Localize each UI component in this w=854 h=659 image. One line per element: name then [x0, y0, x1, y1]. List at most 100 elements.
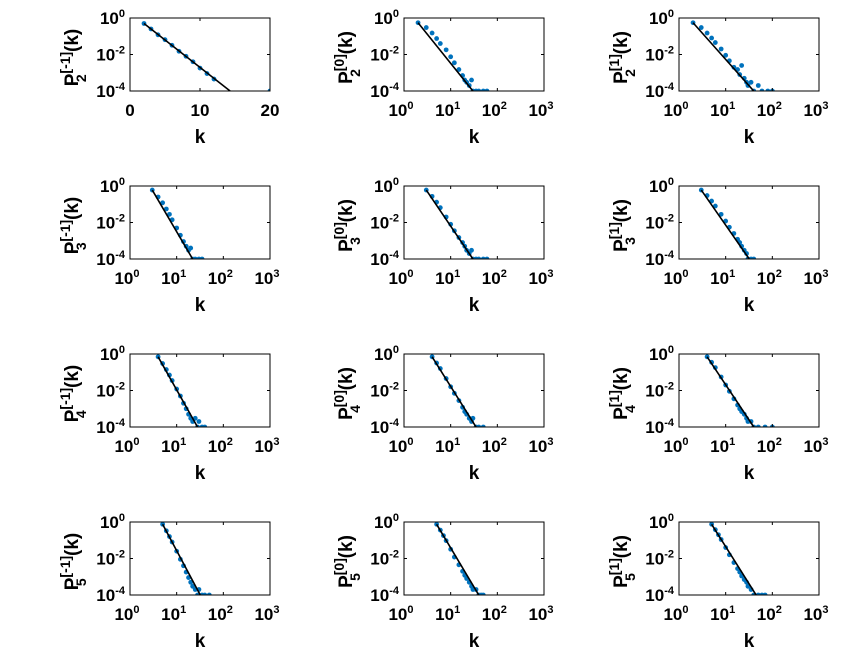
fit-line [706, 356, 755, 427]
data-points [423, 187, 490, 259]
y-tick-label: 10-4 [96, 249, 126, 269]
y-axis-label: P[-1]2(k) [57, 29, 89, 87]
data-point [748, 79, 754, 85]
x-tick-label: 103 [254, 604, 279, 624]
axes-box [678, 185, 820, 260]
x-tick-label: 102 [208, 268, 233, 288]
data-points [415, 20, 490, 91]
data-point [704, 30, 710, 36]
data-point [469, 77, 474, 83]
x-tick-label: 103 [803, 436, 828, 456]
y-tick-label: 100 [100, 176, 125, 196]
x-axis-label: k [469, 631, 480, 652]
x-tick-label: 100 [114, 604, 139, 624]
y-axis-label: P[1]5(k) [606, 535, 638, 588]
fit-line [700, 189, 750, 259]
x-tick-label: 0 [125, 101, 134, 120]
data-point [188, 245, 194, 251]
data-point [160, 200, 166, 206]
x-tick-label: 100 [388, 268, 413, 288]
data-point [484, 256, 490, 259]
x-tick-label: 100 [663, 268, 688, 288]
data-point [480, 88, 486, 91]
data-point [712, 40, 718, 45]
y-axis-label: P[1]3(k) [606, 199, 638, 252]
x-tick-label: 103 [528, 436, 553, 456]
data-point [196, 419, 202, 424]
data-points [690, 20, 775, 91]
data-point [723, 52, 729, 58]
y-tick-label: 100 [649, 176, 674, 196]
data-point [476, 88, 482, 91]
y-tick-label: 10-2 [370, 45, 399, 65]
data-point [709, 35, 715, 41]
y-axis-label: P[0]4(k) [331, 367, 363, 420]
x-axis-label: k [469, 295, 480, 316]
y-tick-label: 10-2 [96, 381, 125, 401]
y-tick-label: 10-2 [645, 549, 674, 569]
data-point [429, 30, 435, 36]
data-point [199, 256, 205, 259]
x-tick-label: 102 [208, 604, 233, 624]
y-tick-label: 10-2 [370, 381, 399, 401]
x-tick-label: 102 [208, 436, 233, 456]
x-tick-label: 100 [388, 436, 413, 456]
x-axis-label: k [469, 463, 480, 484]
fit-line [435, 523, 480, 595]
data-point [163, 206, 169, 212]
x-tick-label: 20 [261, 101, 280, 120]
x-tick-label: 100 [388, 604, 413, 624]
data-point [190, 583, 196, 589]
data-point [434, 36, 440, 41]
data-point [476, 424, 482, 427]
y-axis-label: P[0]2(k) [331, 31, 363, 84]
x-tick-label: 102 [757, 436, 782, 456]
data-point [206, 592, 212, 595]
data-point [167, 211, 172, 217]
data-point [437, 41, 443, 46]
y-tick-label: 100 [649, 512, 674, 532]
y-tick-label: 10-4 [370, 81, 400, 101]
data-point [751, 256, 757, 259]
x-tick-label: 102 [757, 604, 782, 624]
x-tick-label: 101 [710, 100, 735, 120]
y-tick-label: 10-2 [370, 549, 399, 569]
subplot-1-1: 100 10-2 10-40 10 20 k P[-1]2(k) [57, 8, 279, 148]
fit-line [161, 523, 201, 595]
data-point [423, 25, 429, 30]
fit-line [692, 22, 755, 91]
fit-line [143, 22, 231, 91]
fit-line [710, 523, 757, 595]
axes-box [129, 353, 271, 428]
y-axis-label: P[-1]4(k) [57, 365, 89, 423]
data-point [755, 83, 761, 88]
x-axis-label: k [744, 127, 755, 148]
x-tick-label: 101 [710, 436, 735, 456]
data-point [469, 247, 474, 253]
y-tick-label: 10-2 [645, 213, 674, 233]
x-tick-label: 101 [161, 268, 186, 288]
y-tick-label: 10-4 [370, 417, 400, 437]
y-axis-label: P[0]3(k) [331, 199, 363, 252]
x-tick-label: 102 [482, 100, 507, 120]
y-tick-label: 100 [100, 8, 125, 28]
data-point [267, 88, 270, 91]
data-point [755, 592, 761, 595]
x-tick-label: 101 [435, 436, 460, 456]
data-point [202, 592, 208, 595]
y-tick-label: 10-2 [96, 213, 125, 233]
fit-line [417, 22, 474, 91]
data-point [765, 88, 771, 91]
y-axis-label: P[-1]5(k) [57, 533, 89, 591]
axes-box [403, 521, 545, 596]
y-tick-label: 10-4 [96, 417, 126, 437]
data-point [718, 46, 724, 52]
data-point [480, 256, 486, 259]
x-tick-label: 100 [388, 100, 413, 120]
